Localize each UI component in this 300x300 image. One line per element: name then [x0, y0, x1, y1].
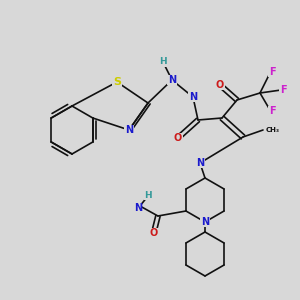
Text: F: F: [280, 85, 286, 95]
Text: N: N: [201, 217, 209, 227]
Text: O: O: [150, 228, 158, 238]
Text: F: F: [269, 67, 275, 77]
Text: N: N: [196, 158, 204, 168]
Text: F: F: [269, 106, 275, 116]
Text: N: N: [168, 75, 176, 85]
Text: O: O: [174, 133, 182, 143]
Text: S: S: [113, 77, 121, 87]
Text: H: H: [144, 190, 152, 200]
Text: N: N: [125, 125, 133, 135]
Text: N: N: [134, 203, 142, 213]
Text: CH₃: CH₃: [266, 127, 280, 133]
Text: O: O: [216, 80, 224, 90]
Text: N: N: [189, 92, 197, 102]
Text: H: H: [159, 58, 167, 67]
